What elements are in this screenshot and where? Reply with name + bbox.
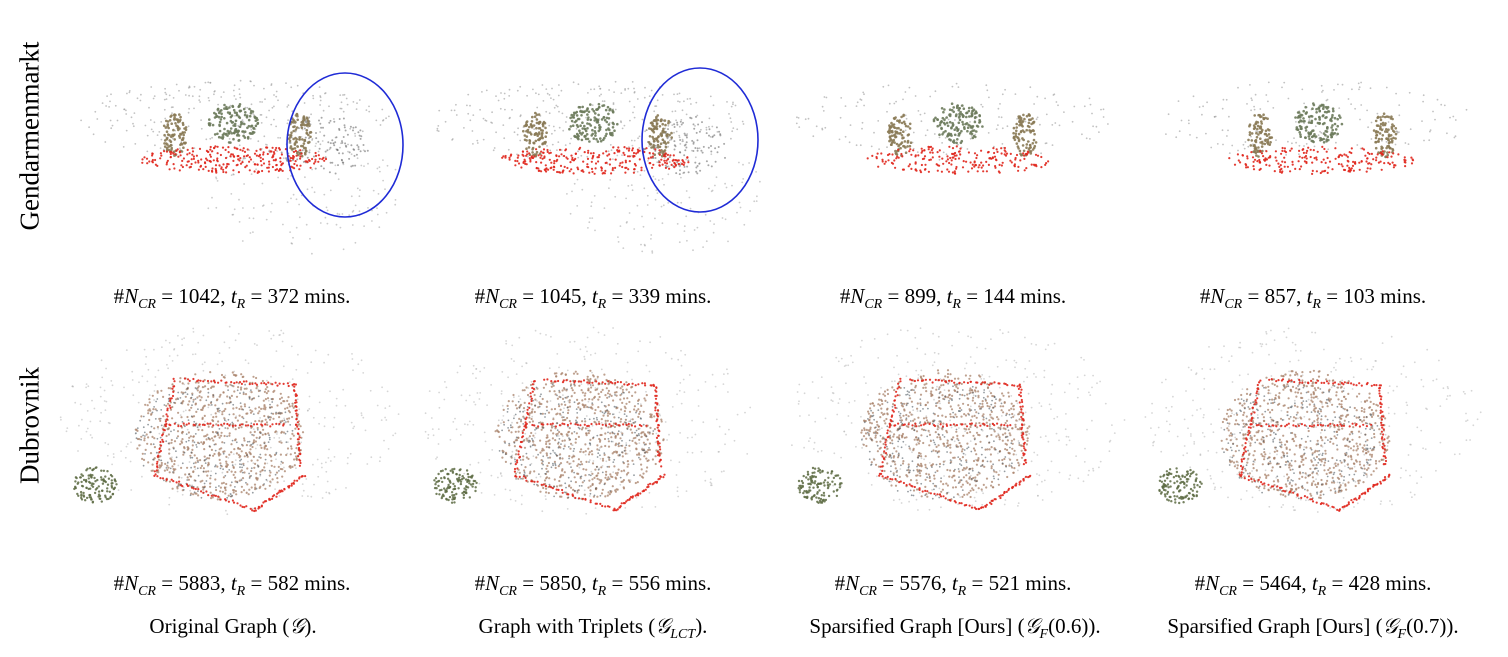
- metric-dubrovnik-sparse-06: #NCR = 5576, tR = 521 mins.: [834, 571, 1072, 600]
- row-label-gendarmenmarkt: Gendarmenmarkt: [14, 41, 45, 231]
- panel-dubrovnik-sparse-07: [1140, 325, 1490, 545]
- panel-gendarmenmarkt-sparse-06: [780, 35, 1130, 275]
- metric-gendarmenmarkt-sparse-07: #NCR = 857, tR = 103 mins.: [1199, 284, 1427, 313]
- metric-dubrovnik-sparse-07: #NCR = 5464, tR = 428 mins.: [1194, 571, 1432, 600]
- panel-dubrovnik-triplets: [415, 325, 765, 545]
- caption-original-graph: Original Graph (𝒢).: [149, 614, 317, 638]
- metric-dubrovnik-original: #NCR = 5883, tR = 582 mins.: [113, 571, 351, 600]
- metric-gendarmenmarkt-original: #NCR = 1042, tR = 372 mins.: [113, 284, 351, 313]
- panel-gendarmenmarkt-triplets: [415, 35, 765, 275]
- metric-gendarmenmarkt-sparse-06: #NCR = 899, tR = 144 mins.: [839, 284, 1067, 313]
- caption-sparsified-07: Sparsified Graph [Ours] (𝒢F(0.7)).: [1167, 614, 1459, 643]
- caption-graph-with-triplets: Graph with Triplets (𝒢LCT).: [478, 614, 708, 643]
- panel-gendarmenmarkt-original: [55, 35, 405, 275]
- metric-gendarmenmarkt-triplets: #NCR = 1045, tR = 339 mins.: [474, 284, 712, 313]
- row-label-dubrovnik: Dubrovnik: [14, 367, 45, 484]
- caption-sparsified-06: Sparsified Graph [Ours] (𝒢F(0.6)).: [809, 614, 1101, 643]
- metric-dubrovnik-triplets: #NCR = 5850, tR = 556 mins.: [474, 571, 712, 600]
- panel-dubrovnik-sparse-06: [780, 325, 1130, 545]
- panel-gendarmenmarkt-sparse-07: [1140, 35, 1490, 275]
- panel-dubrovnik-original: [55, 325, 405, 545]
